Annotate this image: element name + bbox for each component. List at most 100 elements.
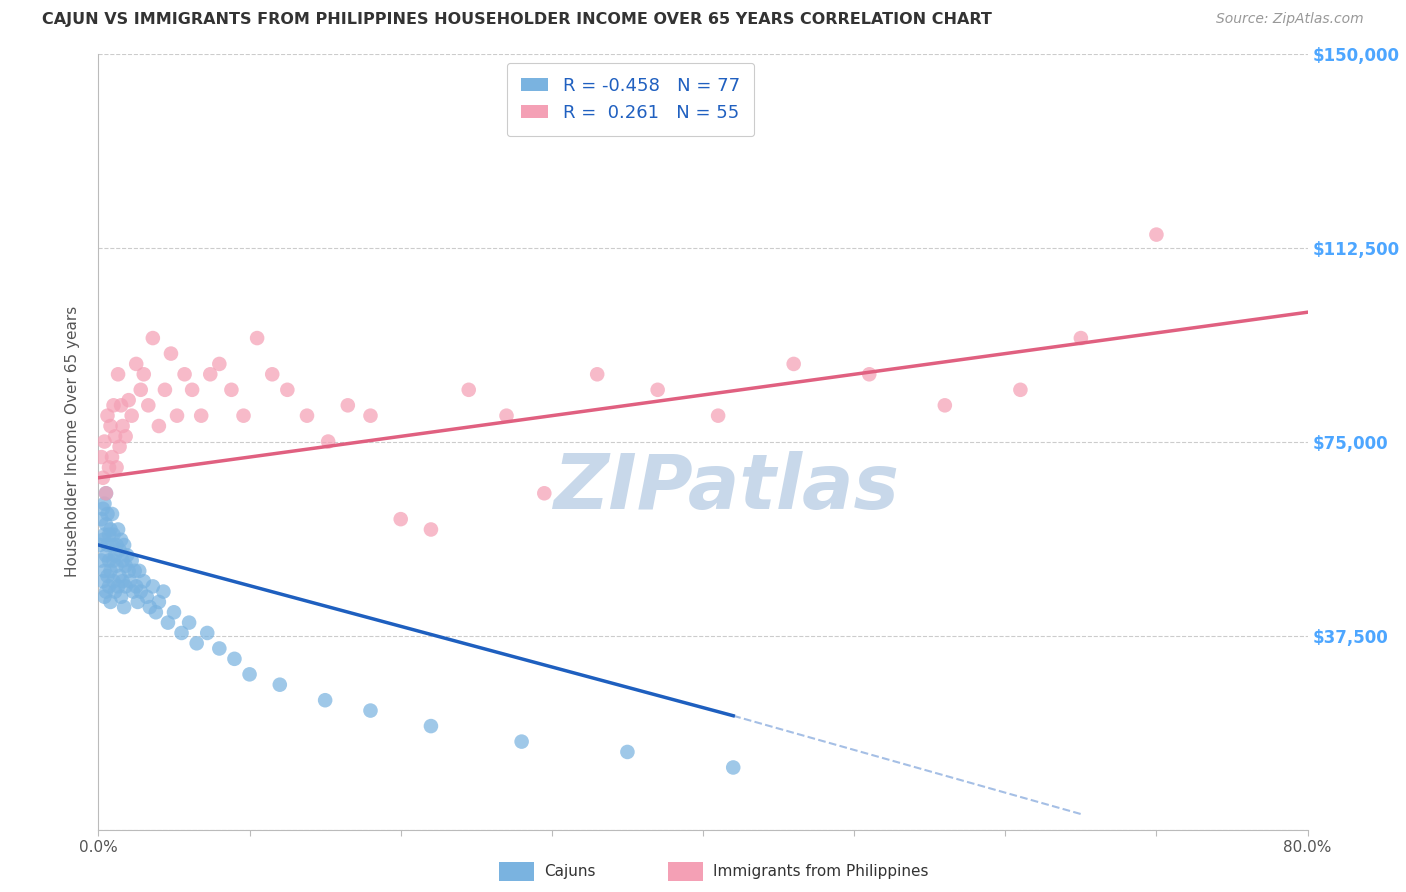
Point [91, 574, 114, 589]
Point [510, 734, 533, 748]
Point [94, 549, 117, 563]
Point [934, 398, 956, 412]
Point [101, 538, 124, 552]
Point [107, 523, 129, 537]
Point [145, 605, 167, 619]
Point [93, 434, 115, 449]
Point [111, 419, 134, 434]
Point [132, 574, 155, 589]
Point [295, 409, 318, 423]
Point [135, 590, 157, 604]
Point [96, 409, 118, 423]
Point [105, 460, 128, 475]
Point [112, 600, 135, 615]
Point [111, 553, 134, 567]
Point [707, 409, 730, 423]
Point [148, 419, 170, 434]
Point [132, 368, 155, 382]
Point [124, 564, 146, 578]
Point [125, 357, 148, 371]
Point [94, 486, 117, 500]
Point [179, 615, 201, 630]
Point [96, 569, 118, 583]
Point [1144, 227, 1167, 242]
Point [93, 527, 115, 541]
Point [336, 398, 359, 412]
Point [90, 450, 112, 464]
Point [98, 460, 121, 475]
Point [103, 398, 125, 412]
Point [94, 486, 117, 500]
Point [100, 595, 122, 609]
Point [533, 486, 555, 500]
Point [112, 538, 135, 552]
Point [195, 626, 218, 640]
Point [129, 584, 152, 599]
Point [100, 523, 122, 537]
Point [101, 450, 124, 464]
Point [120, 574, 142, 589]
Point [224, 652, 246, 666]
Text: Source: ZipAtlas.com: Source: ZipAtlas.com [1216, 12, 1364, 26]
Point [186, 636, 208, 650]
Point [104, 429, 127, 443]
Point [190, 409, 212, 423]
Point [93, 590, 115, 604]
Point [101, 507, 124, 521]
Point [94, 517, 117, 532]
Point [103, 553, 125, 567]
Point [115, 549, 138, 563]
Point [96, 507, 118, 521]
Point [723, 760, 745, 774]
Point [107, 579, 129, 593]
Point [91, 501, 114, 516]
Point [170, 626, 193, 640]
Point [156, 615, 179, 630]
Point [98, 579, 121, 593]
Point [111, 574, 134, 589]
Y-axis label: Householder Income Over 65 years: Householder Income Over 65 years [65, 306, 80, 577]
Point [105, 538, 128, 552]
Point [129, 383, 152, 397]
Point [495, 409, 517, 423]
Point [105, 558, 128, 573]
Point [232, 409, 254, 423]
Point [208, 641, 231, 656]
Legend: R = -0.458   N = 77, R =  0.261   N = 55: R = -0.458 N = 77, R = 0.261 N = 55 [506, 62, 754, 136]
Point [420, 523, 443, 537]
Point [127, 595, 149, 609]
Point [269, 678, 291, 692]
Point [389, 512, 412, 526]
Point [98, 553, 121, 567]
Point [108, 440, 131, 454]
Point [93, 564, 115, 578]
Point [125, 579, 148, 593]
Point [114, 579, 136, 593]
Point [121, 553, 143, 567]
Point [457, 383, 479, 397]
Point [108, 543, 131, 558]
Point [90, 553, 112, 567]
Point [91, 533, 114, 547]
Point [360, 409, 382, 423]
Point [104, 549, 127, 563]
Point [246, 331, 269, 345]
Point [121, 409, 143, 423]
Point [148, 595, 170, 609]
Point [200, 368, 222, 382]
Point [163, 605, 186, 619]
Point [136, 398, 159, 412]
Point [128, 564, 150, 578]
Point [89, 538, 111, 552]
Point [360, 704, 382, 718]
Point [858, 368, 880, 382]
Point [316, 434, 339, 449]
Point [647, 383, 669, 397]
Point [616, 745, 638, 759]
Point [153, 383, 176, 397]
Point [110, 533, 132, 547]
Point [93, 497, 115, 511]
Point [100, 564, 122, 578]
Point [94, 584, 117, 599]
Point [420, 719, 443, 733]
